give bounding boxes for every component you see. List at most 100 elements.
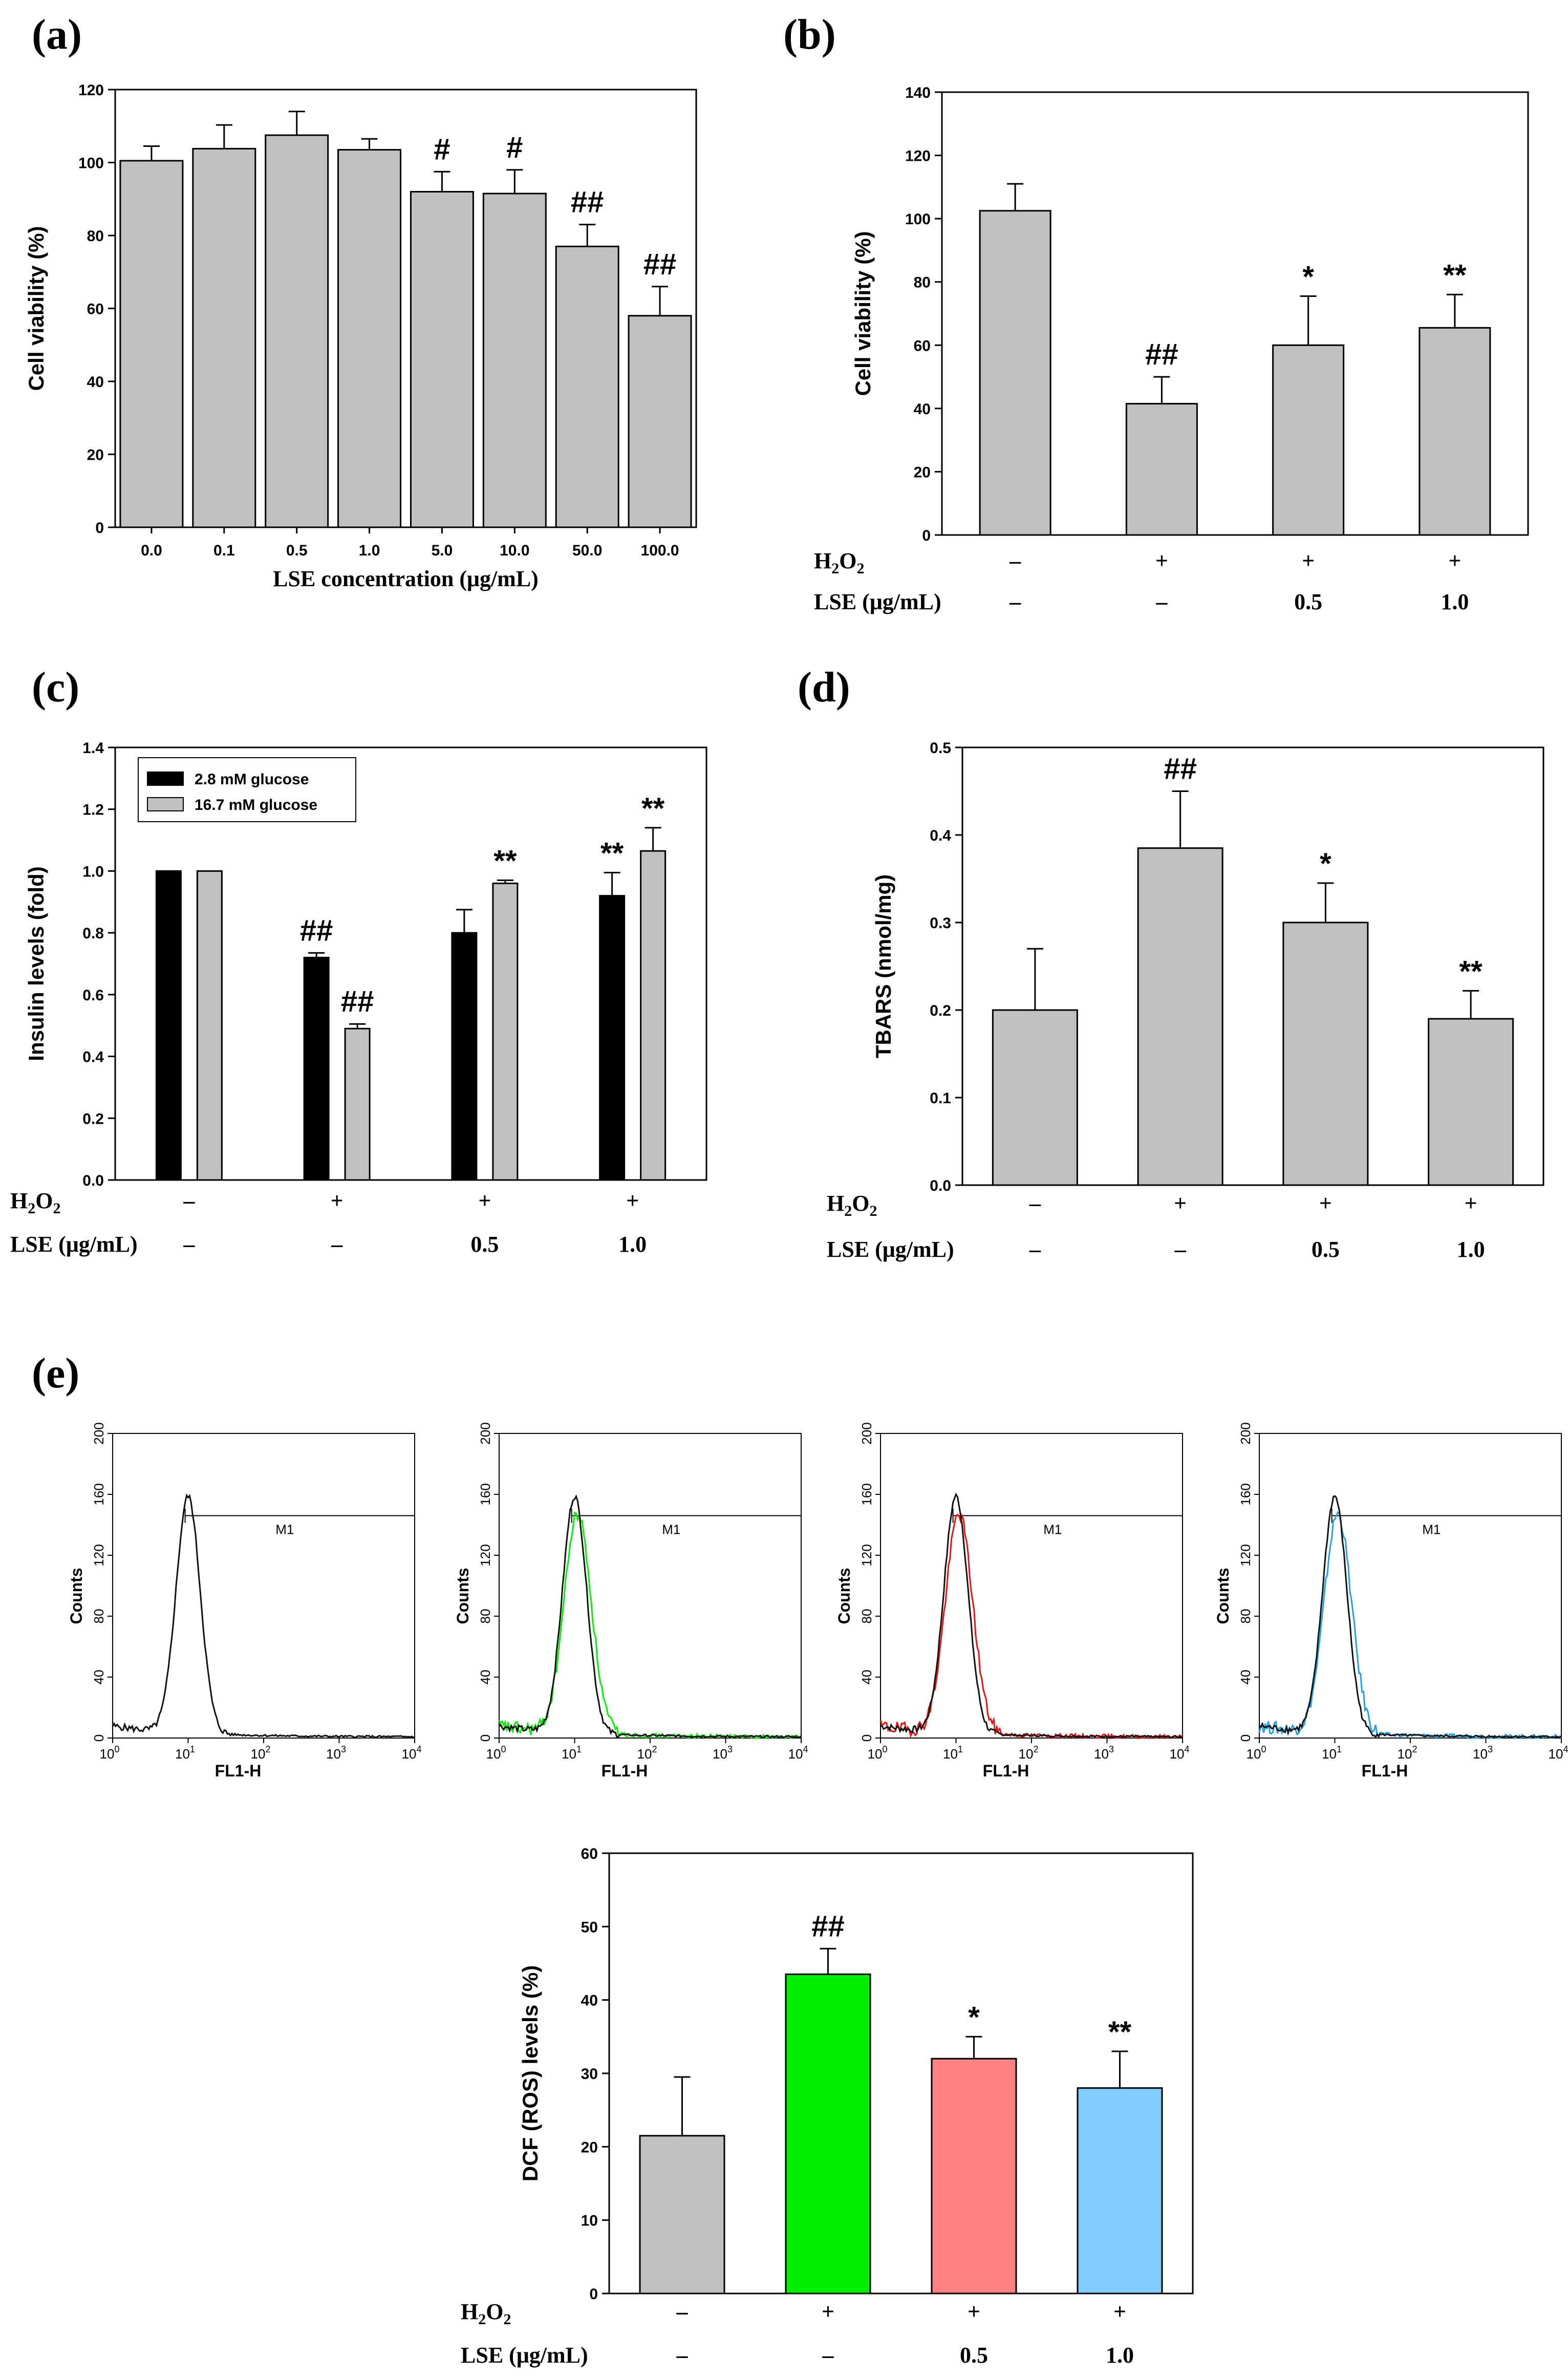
significance-mark: ##	[643, 248, 677, 281]
lse-row-label: LSE (μg/mL)	[461, 2343, 588, 2368]
exponent: 4	[416, 1744, 421, 1754]
y-tick-label: 100	[78, 155, 104, 172]
formula-part: O	[839, 548, 856, 573]
y-tick-label: 0.4	[930, 827, 951, 844]
y-tick-label: 140	[905, 84, 931, 101]
flow-y-tick-label: 80	[478, 1609, 493, 1624]
lse-value: –	[822, 2343, 834, 2368]
significance-mark: **	[1108, 2016, 1132, 2049]
y-tick-label: 100	[905, 211, 931, 228]
y-axis-label: Insulin levels (fold)	[24, 866, 48, 1061]
lse-value: –	[1009, 589, 1021, 614]
y-tick-label: 60	[914, 337, 931, 354]
exponent: 3	[341, 1744, 346, 1754]
subscript: 2	[478, 2311, 486, 2328]
bar	[155, 870, 182, 1181]
x-tick-label: 100.0	[641, 542, 679, 559]
flow-y-label: Counts	[1214, 1568, 1232, 1624]
significance-mark: **	[493, 845, 517, 878]
flow-x-label: FL1-H	[602, 1762, 648, 1780]
y-tick-label: 0.1	[930, 1090, 951, 1107]
x-tick-label: 0.1	[213, 542, 235, 559]
formula-part: O	[486, 2299, 503, 2324]
x-tick-label: 1.0	[359, 542, 380, 559]
h2o2-value: +	[1155, 548, 1168, 573]
x-tick-label: 50.0	[572, 542, 602, 559]
lse-value: 0.5	[1312, 1237, 1340, 1262]
lse-value: –	[183, 1232, 195, 1257]
bar	[119, 160, 184, 528]
x-tick-label: 0.0	[141, 542, 162, 559]
y-tick-label: 60	[581, 1846, 598, 1862]
y-tick-label: 50	[581, 1919, 598, 1936]
y-tick-label: 0.0	[82, 1172, 104, 1189]
flow-y-tick-label: 80	[91, 1609, 106, 1624]
flow-y-tick-label: 0	[1238, 1734, 1253, 1742]
y-tick-label: 1.4	[82, 740, 104, 757]
flow-y-tick-label: 0	[859, 1734, 874, 1742]
bar	[1125, 403, 1198, 536]
lse-value: 0.5	[960, 2343, 988, 2368]
flow-x-tick-label: 101	[175, 1744, 195, 1762]
legend-swatch	[147, 771, 184, 786]
significance-mark: ##	[811, 1910, 845, 1943]
flow-x-tick-label: 102	[251, 1744, 271, 1762]
exponent: 1	[190, 1744, 195, 1754]
y-tick-label: 20	[87, 447, 104, 464]
y-tick-label: 20	[581, 2139, 598, 2156]
exponent: 2	[265, 1744, 270, 1754]
significance-mark: *	[1302, 261, 1314, 294]
formula-part: O	[35, 1188, 53, 1213]
y-axis-label: DCF (ROS) levels (%)	[518, 1965, 542, 2181]
flow-y-tick-label: 120	[859, 1544, 874, 1566]
significance-mark: **	[600, 837, 624, 870]
flow-y-tick-label: 200	[1238, 1422, 1253, 1444]
bar	[640, 850, 667, 1181]
flow-x-tick-label: 101	[562, 1744, 582, 1762]
formula-part: H	[814, 548, 831, 573]
bar	[265, 134, 329, 528]
flow-y-tick-label: 40	[1238, 1670, 1253, 1685]
lse-value: 1.0	[1106, 2343, 1134, 2368]
flow-y-tick-label: 160	[1238, 1483, 1253, 1505]
lse-value: –	[1029, 1237, 1041, 1262]
panel-a-label: (a)	[32, 11, 82, 58]
y-tick-label: 40	[581, 1992, 598, 2009]
flow-x-tick-label: 100	[1247, 1744, 1266, 1762]
lse-row-label: LSE (μg/mL)	[10, 1232, 138, 1257]
panel-b-label: (b)	[783, 11, 836, 58]
significance-mark: **	[1459, 955, 1483, 988]
bar	[992, 1009, 1078, 1186]
significance-mark: *	[968, 2001, 980, 2034]
h2o2-value: +	[1174, 1191, 1187, 1216]
flow-x-tick-label: 103	[1094, 1744, 1114, 1762]
y-axis-label: Cell viability (%)	[24, 226, 48, 391]
gate-label: M1	[275, 1522, 294, 1537]
exponent: 0	[1261, 1744, 1266, 1754]
flow-y-tick-label: 40	[859, 1670, 874, 1685]
y-tick-label: 0.2	[82, 1110, 104, 1127]
y-axis-label: Cell viability (%)	[851, 231, 875, 396]
exponent: 1	[1337, 1744, 1342, 1754]
lse-value: –	[331, 1232, 343, 1257]
flow-y-tick-label: 120	[478, 1544, 493, 1566]
x-tick-label: 10.0	[500, 542, 529, 559]
subscript: 2	[856, 560, 864, 577]
h2o2-value: –	[1029, 1191, 1041, 1216]
panel-d-label: (d)	[798, 663, 850, 711]
h2o2-value: –	[676, 2299, 689, 2324]
flow-x-tick-label: 104	[1549, 1744, 1568, 1762]
bar	[192, 147, 256, 528]
panel-c-label: (c)	[32, 663, 79, 711]
bar	[492, 883, 519, 1181]
y-tick-label: 0	[922, 527, 931, 544]
h2o2-row-label: H2O2	[827, 1191, 877, 1219]
h2o2-value: +	[1465, 1191, 1477, 1216]
h2o2-value: +	[1113, 2299, 1126, 2324]
